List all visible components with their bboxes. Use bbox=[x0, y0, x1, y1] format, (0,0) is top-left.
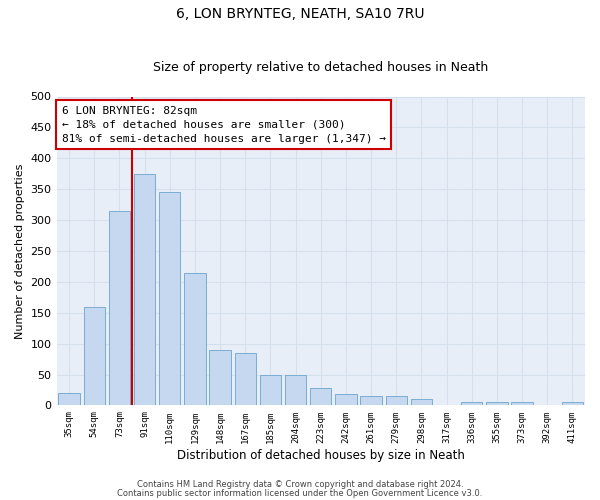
Text: 6, LON BRYNTEG, NEATH, SA10 7RU: 6, LON BRYNTEG, NEATH, SA10 7RU bbox=[176, 8, 424, 22]
Bar bbox=[285, 374, 307, 406]
Bar bbox=[260, 374, 281, 406]
Bar bbox=[335, 394, 356, 406]
Y-axis label: Number of detached properties: Number of detached properties bbox=[15, 164, 25, 338]
Bar bbox=[159, 192, 181, 406]
Bar bbox=[134, 174, 155, 406]
Bar bbox=[310, 388, 331, 406]
Bar bbox=[83, 306, 105, 406]
Bar bbox=[184, 272, 206, 406]
Bar bbox=[58, 393, 80, 406]
Bar bbox=[361, 396, 382, 406]
Bar bbox=[486, 402, 508, 406]
Text: Contains public sector information licensed under the Open Government Licence v3: Contains public sector information licen… bbox=[118, 488, 482, 498]
X-axis label: Distribution of detached houses by size in Neath: Distribution of detached houses by size … bbox=[177, 450, 465, 462]
Bar bbox=[109, 211, 130, 406]
Title: Size of property relative to detached houses in Neath: Size of property relative to detached ho… bbox=[153, 62, 488, 74]
Bar bbox=[209, 350, 231, 406]
Text: 6 LON BRYNTEG: 82sqm
← 18% of detached houses are smaller (300)
81% of semi-deta: 6 LON BRYNTEG: 82sqm ← 18% of detached h… bbox=[62, 106, 386, 144]
Text: Contains HM Land Registry data © Crown copyright and database right 2024.: Contains HM Land Registry data © Crown c… bbox=[137, 480, 463, 489]
Bar bbox=[411, 400, 432, 406]
Bar bbox=[562, 402, 583, 406]
Bar bbox=[461, 402, 482, 406]
Bar bbox=[386, 396, 407, 406]
Bar bbox=[235, 353, 256, 406]
Bar bbox=[511, 402, 533, 406]
